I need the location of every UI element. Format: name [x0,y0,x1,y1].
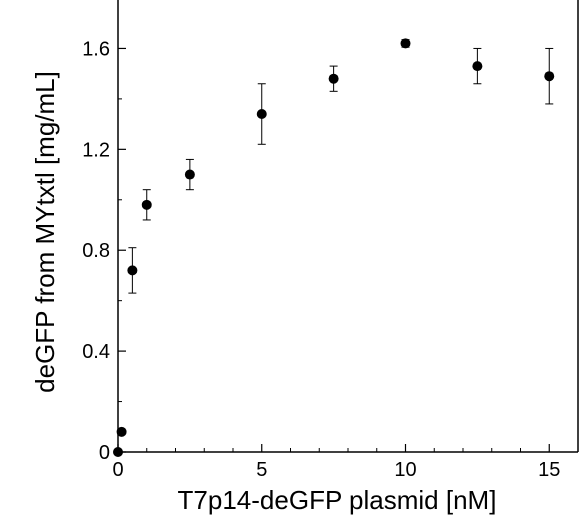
data-point [184,169,195,180]
y-tick-label: 0 [99,442,110,464]
data-point [127,265,138,276]
ticks: 0 5 10 15 0 0.4 0.8 1.2 1.6 [82,38,579,481]
y-tick-label: 1.6 [82,38,110,60]
data-point [141,199,152,210]
data-points [113,38,555,457]
data-point [116,426,127,437]
data-point [113,447,123,457]
axes [117,0,579,453]
x-tick-label: 10 [394,459,416,481]
y-tick-label: 0.4 [82,341,110,363]
x-tick-label: 0 [112,459,123,481]
data-point [472,61,483,72]
x-tick-label: 15 [538,459,560,481]
y-tick-label: 1.2 [82,139,110,161]
x-tick-label: 5 [256,459,267,481]
data-point [400,38,411,49]
data-point [256,109,267,120]
y-tick-label: 0.8 [82,240,110,262]
data-point [328,73,339,84]
data-point [544,71,555,82]
x-axis-label: T7p14-deGFP plasmid [nM] [178,485,497,515]
y-axis-label: deGFP from MYtxtl [mg/mL] [30,71,60,393]
